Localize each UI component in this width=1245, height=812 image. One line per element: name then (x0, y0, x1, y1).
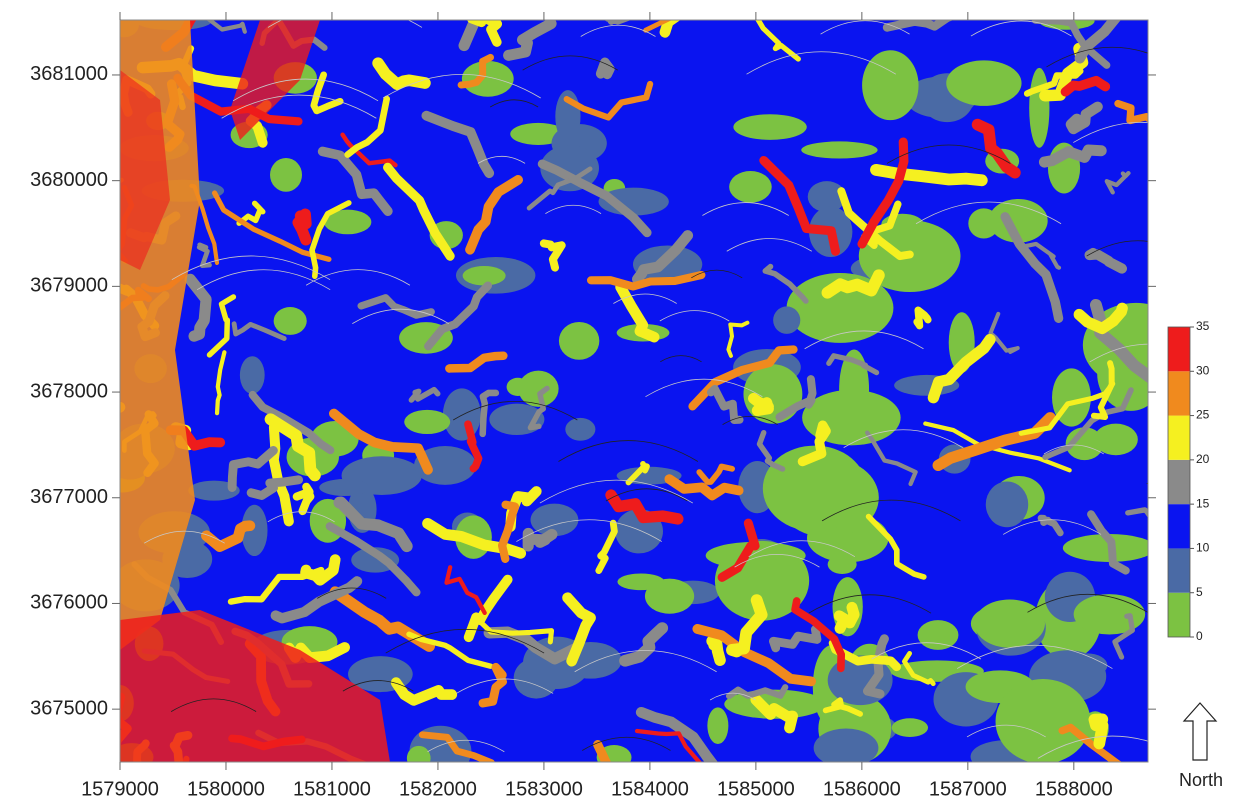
page: {"chart_data": {"type": "map", "xlim": [… (0, 0, 1245, 812)
gentle-patch (319, 479, 369, 496)
colorbar-label: 10 (1196, 541, 1210, 555)
ridge-band (753, 398, 768, 410)
flat-patch (507, 378, 529, 396)
gentle-patch (986, 482, 1028, 528)
ridge-band (165, 759, 186, 812)
colorbar-segment (1168, 460, 1190, 504)
flat-patch (274, 307, 307, 335)
terrain-layer (78, 0, 1239, 812)
x-tick-label: 1585000 (717, 778, 795, 800)
contour-line (1147, 470, 1239, 484)
flat-patch (270, 158, 302, 192)
north-arrow: North (1179, 703, 1223, 790)
flat-patch (801, 141, 877, 158)
flat-patch (733, 114, 806, 140)
colorbar-segment (1168, 548, 1190, 592)
ridge-band (528, 533, 552, 545)
ridge-band (298, 214, 306, 240)
map-figure: North 1579000 1580000 1581000 1582000 158300… (0, 0, 1245, 812)
colorbar-segment (1168, 327, 1190, 371)
ridge-band (601, 62, 610, 74)
flat-patch (918, 620, 959, 650)
x-tick-label: 1580000 (187, 778, 265, 800)
x-tick-label: 1587000 (929, 778, 1007, 800)
x-tick-label: 1586000 (823, 778, 901, 800)
flat-patch (645, 579, 694, 614)
colorbar-label: 20 (1196, 452, 1210, 466)
colorbar-segment (1168, 371, 1190, 415)
flat-patch (968, 208, 999, 238)
colorbar-label: 30 (1196, 363, 1210, 377)
y-tick-label: 3681000 (30, 63, 108, 85)
flat-patch (1029, 68, 1049, 148)
colorbar-label: 0 (1196, 629, 1203, 643)
gentle-patch (1067, 653, 1108, 677)
y-tick-label: 3680000 (30, 169, 108, 191)
gentle-patch (240, 356, 265, 394)
flat-patch (862, 50, 918, 120)
north-arrow-shape (1184, 703, 1216, 760)
flat-patch (404, 410, 450, 434)
gentle-patch (443, 388, 481, 440)
y-tick-label: 3678000 (30, 380, 108, 402)
colorbar-segment (1168, 504, 1190, 548)
y-tick-label: 3677000 (30, 486, 108, 508)
colorbar-label: 5 (1196, 585, 1203, 599)
flat-patch (559, 322, 599, 360)
y-tick-label: 3679000 (30, 275, 108, 297)
colorbar-label: 15 (1196, 496, 1210, 510)
colorbar-label: 35 (1196, 319, 1210, 333)
colorbar-label: 25 (1196, 408, 1210, 422)
x-tick-label: 1584000 (611, 778, 689, 800)
flat-patch (828, 555, 857, 574)
x-tick-label: 1583000 (505, 778, 583, 800)
flat-patch (463, 266, 506, 286)
colorbar-segment (1168, 593, 1190, 637)
y-tick-label: 3675000 (30, 697, 108, 719)
ridge-band (1094, 719, 1102, 743)
y-tick-label: 3676000 (30, 592, 108, 614)
colorbar-segment (1168, 416, 1190, 460)
flat-patch (407, 746, 431, 771)
flat-patch (707, 707, 728, 744)
x-tick-label: 1579000 (81, 778, 159, 800)
flat-patch (996, 679, 1091, 764)
x-tick-label: 1588000 (1035, 778, 1113, 800)
flat-patch (729, 171, 772, 203)
flat-patch (892, 718, 928, 737)
gentle-patch (773, 306, 800, 333)
gentle-patch (814, 729, 879, 768)
flat-patch (946, 60, 1021, 106)
x-tick-label: 1582000 (399, 778, 477, 800)
gentle-patch (565, 418, 595, 441)
flat-patch (974, 599, 1045, 647)
x-tick-label: 1581000 (293, 778, 371, 800)
north-label: North (1179, 770, 1223, 790)
flat-patch (462, 61, 514, 97)
